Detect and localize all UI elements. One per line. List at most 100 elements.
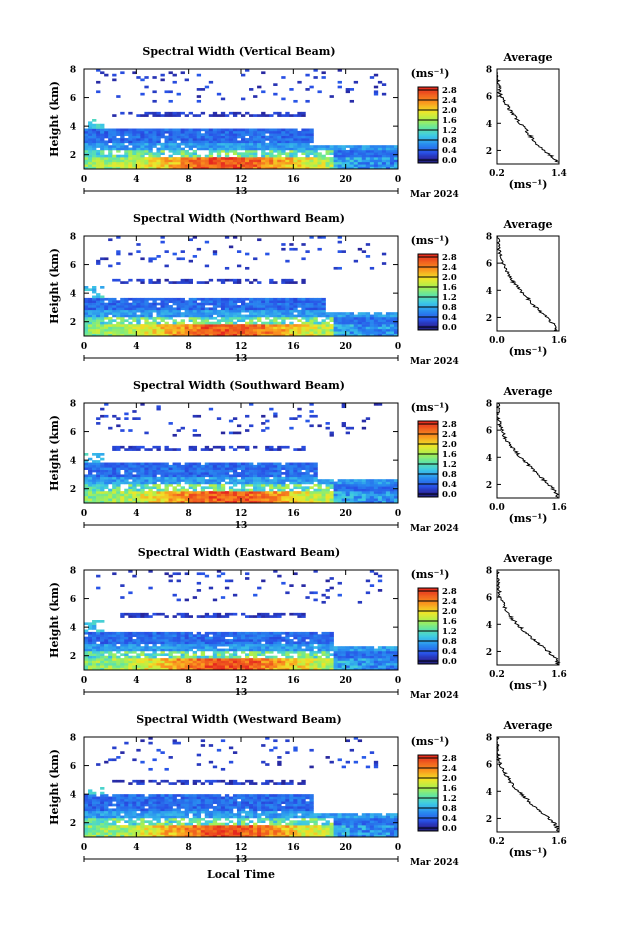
colorbar-tick-label: 2.8 bbox=[442, 754, 457, 764]
colorbar-tick-label: 2.0 bbox=[442, 607, 457, 617]
average-line bbox=[496, 69, 560, 165]
colorbar-tick-label: 1.6 bbox=[442, 450, 457, 460]
x-tick-label: 12 bbox=[235, 342, 248, 352]
colorbar-tick-label: 0.0 bbox=[442, 824, 457, 834]
x-tick-label: 20 bbox=[339, 509, 352, 519]
panel-3: Spectral Width (Eastward Beam) Height (km… bbox=[48, 546, 567, 701]
date-day: 13 bbox=[235, 354, 248, 364]
average-profile: Average 2 4 6 8 0.2 1.6(ms⁻¹) bbox=[486, 552, 567, 692]
colorbar-tick-label: 2.0 bbox=[442, 774, 457, 784]
average-x-tick-label: 0.2 bbox=[489, 670, 505, 680]
x-tick-label: 20 bbox=[339, 676, 352, 686]
average-x-tick-label: 0.2 bbox=[489, 837, 505, 847]
average-profile: Average 2 4 6 8 0.2 1.6(ms⁻¹) bbox=[486, 719, 567, 859]
heatmap bbox=[84, 570, 399, 671]
colorbar-tick-label: 0.0 bbox=[442, 323, 457, 333]
average-y-tick-label: 2 bbox=[486, 481, 492, 491]
colorbar-frame bbox=[417, 253, 439, 331]
heatmap bbox=[84, 69, 399, 170]
y-tick-label: 6 bbox=[70, 595, 76, 605]
average-y-tick-label: 8 bbox=[486, 400, 492, 410]
average-y-tick-label: 8 bbox=[486, 66, 492, 76]
colorbar-tick-label: 2.8 bbox=[442, 253, 457, 263]
date-label: Mar 2024 bbox=[410, 691, 459, 701]
x-tick-label: 16 bbox=[287, 676, 300, 686]
colorbar-frame bbox=[417, 86, 439, 164]
y-tick-label: 2 bbox=[70, 151, 76, 161]
colorbar-unit: (ms⁻¹) bbox=[411, 401, 450, 414]
average-y-tick-label: 6 bbox=[486, 260, 492, 270]
colorbar-tick-label: 1.2 bbox=[442, 627, 457, 637]
average-x-tick-label: 1.4 bbox=[551, 169, 567, 179]
colorbar-tick-label: 1.6 bbox=[442, 617, 457, 627]
panel-title: Spectral Width (Northward Beam) bbox=[133, 212, 345, 225]
y-tick-label: 6 bbox=[70, 428, 76, 438]
average-profile: Average 2 4 6 8 0.0 1.6(ms⁻¹) bbox=[486, 218, 567, 358]
y-tick-label: 4 bbox=[70, 791, 76, 801]
date-day: 13 bbox=[235, 688, 248, 698]
average-y-tick-label: 6 bbox=[486, 761, 492, 771]
average-title: Average bbox=[502, 385, 552, 398]
x-tick-label: 12 bbox=[235, 676, 248, 686]
colorbar-tick-label: 2.0 bbox=[442, 106, 457, 116]
colorbar-unit: (ms⁻¹) bbox=[411, 735, 450, 748]
x-tick-label: 16 bbox=[287, 175, 300, 185]
average-line bbox=[495, 736, 560, 833]
average-line bbox=[495, 402, 560, 499]
x-tick-label: 0 bbox=[395, 509, 401, 519]
colorbar-tick-label: 2.8 bbox=[442, 86, 457, 96]
x-tick-label: 0 bbox=[81, 342, 87, 352]
y-tick-label: 2 bbox=[70, 485, 76, 495]
colorbar-tick-label: 0.0 bbox=[442, 490, 457, 500]
colorbar-unit: (ms⁻¹) bbox=[411, 67, 450, 80]
colorbar-tick-label: 0.4 bbox=[442, 814, 457, 824]
average-frame bbox=[496, 68, 560, 165]
average-x-axis-label: (ms⁻¹) bbox=[509, 178, 548, 191]
panel-1: Spectral Width (Northward Beam) Height (k… bbox=[48, 212, 567, 367]
colorbar-tick-label: 2.8 bbox=[442, 587, 457, 597]
colorbar-tick-label: 1.6 bbox=[442, 116, 457, 126]
x-tick-label: 12 bbox=[235, 175, 248, 185]
y-tick-label: 4 bbox=[70, 624, 76, 634]
y-axis-label: Height (km) bbox=[48, 582, 61, 658]
colorbar bbox=[418, 588, 438, 665]
y-tick-label: 8 bbox=[70, 734, 76, 744]
panel-title: Spectral Width (Southward Beam) bbox=[133, 379, 345, 392]
colorbar-tick-label: 0.8 bbox=[442, 637, 457, 647]
colorbar-tick-label: 2.4 bbox=[442, 263, 457, 273]
colorbar-tick-label: 0.0 bbox=[442, 657, 457, 667]
y-axis-label: Height (km) bbox=[48, 248, 61, 324]
x-tick-label: 20 bbox=[339, 175, 352, 185]
x-tick-label: 0 bbox=[395, 175, 401, 185]
average-frame bbox=[496, 569, 560, 666]
x-tick-label: 4 bbox=[133, 342, 139, 352]
colorbar-tick-label: 0.0 bbox=[442, 156, 457, 166]
x-tick-label: 16 bbox=[287, 843, 300, 853]
average-line bbox=[496, 570, 561, 666]
average-x-tick-label: 1.6 bbox=[551, 837, 567, 847]
colorbar bbox=[418, 254, 438, 331]
date-day: 13 bbox=[235, 521, 248, 531]
average-profile: Average 2 4 6 8 0.0 1.6(ms⁻¹) bbox=[486, 385, 567, 525]
colorbar bbox=[418, 87, 438, 164]
colorbar-tick-label: 0.8 bbox=[442, 303, 457, 313]
average-frame bbox=[496, 402, 560, 499]
colorbar-tick-label: 1.2 bbox=[442, 293, 457, 303]
average-y-tick-label: 4 bbox=[486, 120, 492, 130]
date-label: Mar 2024 bbox=[410, 524, 459, 534]
x-tick-label: 20 bbox=[339, 342, 352, 352]
y-tick-label: 6 bbox=[70, 261, 76, 271]
y-axis-label: Height (km) bbox=[48, 749, 61, 825]
colorbar-tick-label: 2.4 bbox=[442, 96, 457, 106]
x-tick-label: 0 bbox=[81, 175, 87, 185]
average-y-tick-label: 2 bbox=[486, 815, 492, 825]
colorbar-tick-label: 2.8 bbox=[442, 420, 457, 430]
y-tick-label: 4 bbox=[70, 123, 76, 133]
x-tick-label: 4 bbox=[133, 175, 139, 185]
heatmap bbox=[84, 236, 399, 337]
y-tick-label: 8 bbox=[70, 233, 76, 243]
y-tick-label: 8 bbox=[70, 567, 76, 577]
average-x-axis-label: (ms⁻¹) bbox=[509, 846, 548, 859]
y-tick-label: 8 bbox=[70, 66, 76, 76]
panel-title: Spectral Width (Westward Beam) bbox=[136, 713, 341, 726]
